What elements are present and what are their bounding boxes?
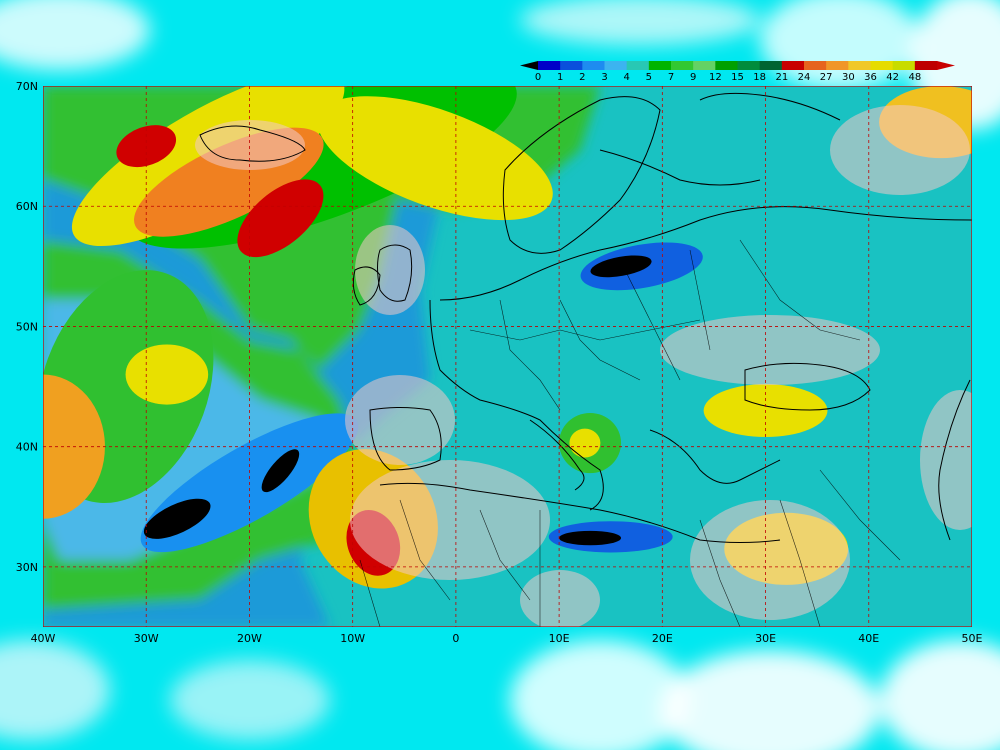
lat-tick-label: 30N xyxy=(16,561,38,574)
lat-tick-label: 50N xyxy=(16,320,38,333)
field-blob xyxy=(590,255,652,278)
colorbar-swatch xyxy=(560,61,583,70)
colorbar-swatch xyxy=(737,61,761,70)
field-blob xyxy=(559,530,622,546)
colorbar-label: 15 xyxy=(731,72,744,83)
colorbar-swatch xyxy=(626,61,650,70)
colorbar-swatch xyxy=(715,61,738,70)
lat-tick-label: 40N xyxy=(16,441,38,454)
colorbar-label: 1 xyxy=(557,72,563,83)
lat-tick-label: 70N xyxy=(16,80,38,93)
field-blob xyxy=(237,179,324,258)
colorbar-label: 12 xyxy=(709,72,722,83)
field-blob xyxy=(569,428,601,458)
lon-tick-label: 30E xyxy=(755,632,776,645)
colorbar-label: 3 xyxy=(601,72,607,83)
land-masses xyxy=(195,105,972,627)
lon-tick-label: 40W xyxy=(31,632,56,645)
lon-tick-label: 40E xyxy=(858,632,879,645)
colorbar-right-arrow xyxy=(937,61,955,70)
lon-tick-label: 10W xyxy=(340,632,365,645)
colorbar-label: 7 xyxy=(668,72,674,83)
colorbar-label: 48 xyxy=(908,72,921,83)
lon-tick-label: 20W xyxy=(237,632,262,645)
colorbar-swatch xyxy=(848,61,871,70)
lon-tick-label: 10E xyxy=(549,632,570,645)
country-borders xyxy=(359,239,901,627)
colorbar-label: 4 xyxy=(623,72,629,83)
field-blob xyxy=(261,449,300,493)
colorbar-swatch xyxy=(759,61,783,70)
field-blob xyxy=(317,96,553,221)
colorbar-label: 0 xyxy=(535,72,541,83)
colorbar-swatch xyxy=(781,61,805,70)
coastlines xyxy=(199,92,972,543)
colorbar-swatch xyxy=(582,61,605,70)
colorbar-swatch xyxy=(892,61,916,70)
colorbar-swatch xyxy=(671,61,694,70)
lon-tick-label: 20E xyxy=(652,632,673,645)
colorbar: 0 1 2 3 4 5 7 9 12 15 18 21 24 27 30 36 42 48 xyxy=(520,61,955,83)
lat-tick-label: 60N xyxy=(16,200,38,213)
colorbar-label: 36 xyxy=(864,72,877,83)
lat-lon-grid xyxy=(43,86,972,627)
colorbar-swatch xyxy=(604,61,628,70)
colorbar-label: 5 xyxy=(646,72,652,83)
colorbar-label: 9 xyxy=(690,72,696,83)
colorbar-label: 21 xyxy=(775,72,788,83)
lon-tick-label: 30W xyxy=(134,632,159,645)
lon-tick-label: 50E xyxy=(962,632,983,645)
colorbar-swatch xyxy=(914,61,938,70)
colorbar-swatch xyxy=(870,61,894,70)
colorbar-label: 18 xyxy=(753,72,766,83)
lon-tick-label: 0 xyxy=(452,632,459,645)
colorbar-label: 27 xyxy=(820,72,833,83)
colorbar-swatch xyxy=(826,61,849,70)
colorbar-label: 42 xyxy=(886,72,899,83)
colorbar-swatch xyxy=(538,61,561,70)
field-blob xyxy=(125,344,209,405)
map-plot-area xyxy=(43,86,972,627)
colorbar-left-arrow xyxy=(520,61,538,70)
lat-tick-labels: 70N 60N 50N 40N 30N xyxy=(16,80,38,574)
lon-tick-labels: 40W 30W 20W 10W 0 10E 20E 30E 40E 50E xyxy=(31,632,983,645)
colorbar-swatch xyxy=(693,61,716,70)
colorbar-label: 2 xyxy=(579,72,585,83)
colorbar-label: 30 xyxy=(842,72,855,83)
field-blob xyxy=(143,498,211,539)
colorbar-label: 24 xyxy=(798,72,811,83)
colorbar-swatch xyxy=(804,61,827,70)
colorbar-swatch xyxy=(648,61,672,70)
